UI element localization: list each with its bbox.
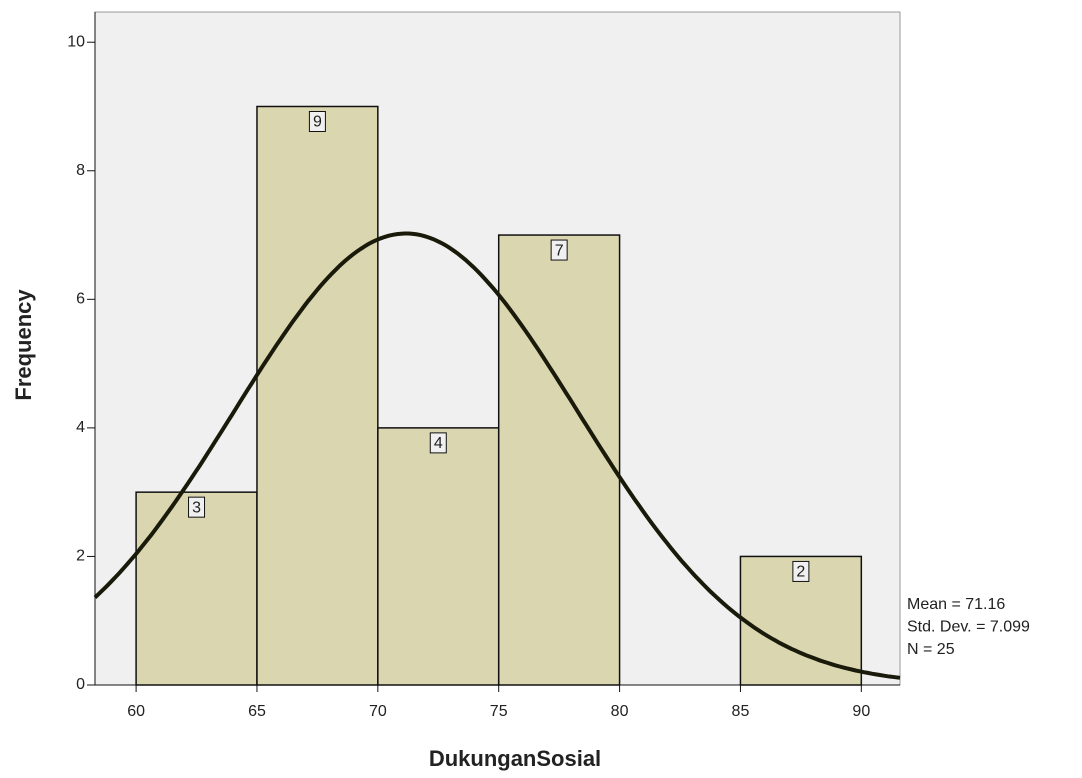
stat-label: Mean = 71.16 [907, 596, 1005, 613]
y-tick-label: 8 [76, 162, 85, 179]
data-label: 7 [555, 242, 564, 259]
x-tick-label: 65 [248, 703, 266, 720]
x-axis-title: DukunganSosial [429, 746, 601, 771]
data-label: 2 [796, 564, 805, 581]
x-tick-label: 85 [732, 703, 750, 720]
y-axis-title: Frequency [11, 289, 36, 401]
bar [136, 492, 257, 685]
x-tick-label: 60 [127, 703, 145, 720]
y-tick-label: 6 [76, 291, 85, 308]
data-label: 3 [192, 499, 201, 516]
y-tick-label: 0 [76, 676, 85, 693]
chart: DukunganSosial Frequency 3 9 4 7 2 0 2 4 6 8 10 60 6… [0, 0, 1082, 778]
x-tick-label: 90 [852, 703, 870, 720]
stat-label: N = 25 [907, 641, 955, 658]
y-tick-label: 4 [76, 419, 85, 436]
x-tick-label: 75 [490, 703, 508, 720]
bar [257, 106, 378, 685]
data-label: 9 [313, 114, 322, 131]
data-label: 4 [434, 435, 443, 452]
x-tick-label: 70 [369, 703, 387, 720]
bar [378, 428, 499, 685]
stat-label: Std. Dev. = 7.099 [907, 619, 1030, 636]
x-tick-label: 80 [611, 703, 629, 720]
y-tick-label: 10 [67, 33, 85, 50]
bar [499, 235, 620, 685]
y-tick-label: 2 [76, 548, 85, 565]
